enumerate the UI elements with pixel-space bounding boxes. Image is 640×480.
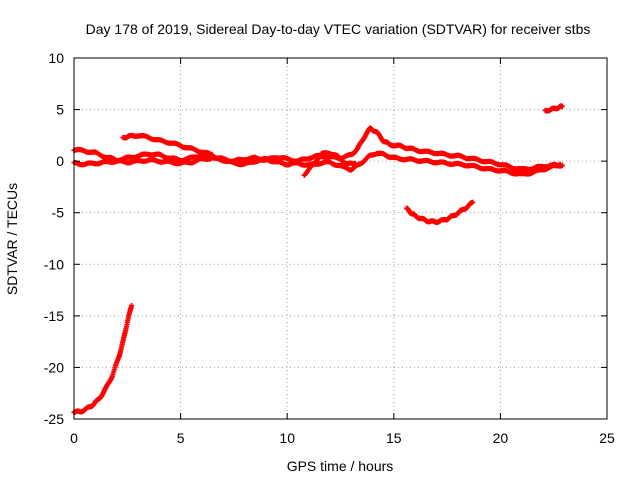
y-tick-label: -10 — [44, 256, 64, 272]
data-point — [559, 103, 565, 110]
series-early-track — [71, 302, 135, 416]
x-tick-label: 10 — [279, 430, 295, 446]
series-track-b — [71, 150, 563, 177]
data-point — [557, 161, 563, 167]
x-axis-label: GPS time / hours — [287, 458, 394, 474]
data-points — [71, 103, 565, 416]
y-axis-label: SDTVAR / TECUs — [4, 183, 20, 295]
x-tick-label: 5 — [177, 430, 185, 446]
x-tick-label: 25 — [599, 430, 615, 446]
x-tick-label: 0 — [70, 430, 78, 446]
y-tick-label: 0 — [56, 153, 64, 169]
chart-title: Day 178 of 2019, Sidereal Day-to-day VTE… — [86, 21, 591, 37]
y-tick-label: -20 — [44, 359, 64, 375]
y-tick-label: 5 — [56, 102, 64, 118]
data-point — [352, 160, 359, 166]
y-tick-label: -5 — [52, 205, 65, 221]
series-track-c — [301, 150, 359, 178]
data-point — [128, 302, 135, 309]
axis-ticks: 0 5 10 15 20 25 -25 -20 -15 -10 -5 0 5 10 — [44, 50, 615, 446]
series-dip-track — [403, 199, 476, 225]
x-tick-label: 15 — [386, 430, 402, 446]
grid-lines — [74, 58, 607, 419]
y-tick-label: -25 — [44, 411, 64, 427]
series-late-track — [542, 103, 565, 114]
x-tick-label: 20 — [493, 430, 509, 446]
data-point — [470, 199, 476, 205]
plot-frame — [73, 57, 608, 420]
y-tick-label: -15 — [44, 308, 64, 324]
y-tick-label: 10 — [48, 50, 64, 66]
